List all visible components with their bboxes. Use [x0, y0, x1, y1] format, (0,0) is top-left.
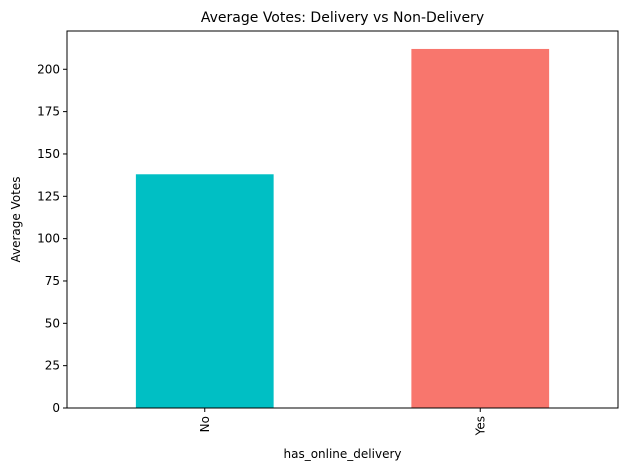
- x-tick-label: Yes: [473, 416, 487, 436]
- x-axis: No Yes: [198, 408, 487, 436]
- y-tick-label: 125: [37, 189, 60, 203]
- plot-frame: [66, 30, 619, 409]
- x-tick-label: No: [198, 416, 212, 432]
- x-axis-label: has_online_delivery: [283, 447, 401, 461]
- chart-title: Average Votes: Delivery vs Non-Delivery: [201, 10, 484, 26]
- bars-layer: [135, 48, 550, 408]
- bar-yes: [411, 48, 550, 408]
- bar-no: [135, 174, 274, 408]
- y-tick-label: 150: [37, 147, 60, 161]
- y-tick-label: 175: [37, 105, 60, 119]
- y-tick-label: 50: [45, 316, 60, 330]
- y-tick-label: 25: [45, 359, 60, 373]
- y-axis-label: Average Votes: [9, 176, 23, 262]
- y-tick-label: 0: [52, 401, 60, 415]
- y-axis: 0 25 50 75 100 125 150 175 200: [37, 62, 67, 415]
- y-tick-label: 200: [37, 62, 60, 76]
- y-tick-label: 75: [45, 274, 60, 288]
- y-tick-label: 100: [37, 232, 60, 246]
